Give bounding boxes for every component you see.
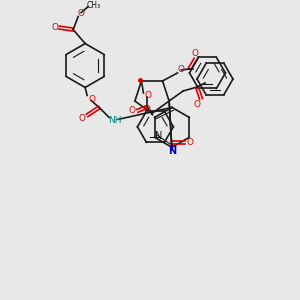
Text: O: O bbox=[187, 138, 194, 147]
Text: O: O bbox=[194, 100, 200, 109]
Text: O: O bbox=[79, 114, 86, 123]
Text: O: O bbox=[129, 106, 136, 115]
Text: O: O bbox=[143, 105, 151, 114]
Text: O: O bbox=[177, 65, 184, 74]
Text: O: O bbox=[145, 92, 152, 100]
Text: CH₃: CH₃ bbox=[87, 1, 101, 10]
Text: O: O bbox=[52, 23, 59, 32]
Text: N: N bbox=[168, 146, 176, 156]
Text: O: O bbox=[78, 9, 85, 18]
Text: O: O bbox=[192, 50, 199, 58]
Text: NH: NH bbox=[108, 116, 122, 125]
Text: N: N bbox=[155, 131, 162, 141]
Text: O: O bbox=[88, 95, 96, 104]
